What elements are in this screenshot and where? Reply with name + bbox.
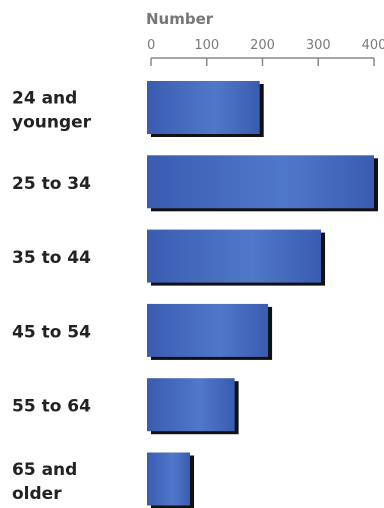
- axis-title: Number: [146, 10, 214, 28]
- category-label: 24 and younger: [12, 89, 92, 133]
- category-label: 65 and older: [12, 460, 77, 504]
- x-axis: 0 100 200 300 400: [147, 38, 384, 66]
- tick-label: 0: [147, 38, 155, 53]
- tick-label: 100: [194, 38, 219, 53]
- bars: [147, 81, 378, 508]
- category-label: 55 to 64: [12, 397, 91, 417]
- category-label: 35 to 44: [12, 248, 91, 268]
- category-label: 45 to 54: [12, 322, 91, 342]
- bar: [147, 452, 191, 506]
- category-label: 25 to 34: [12, 174, 91, 194]
- bar: [147, 229, 322, 283]
- tick-label: 200: [250, 38, 275, 53]
- category-labels: 24 and younger 25 to 34 35 to 44 45 to 54 55 …: [12, 89, 92, 505]
- bar: [147, 81, 260, 134]
- bar: [147, 378, 235, 432]
- tick-label: 400: [362, 38, 384, 53]
- tick-label: 300: [306, 38, 331, 53]
- bar: [147, 303, 269, 357]
- bar: [147, 155, 374, 209]
